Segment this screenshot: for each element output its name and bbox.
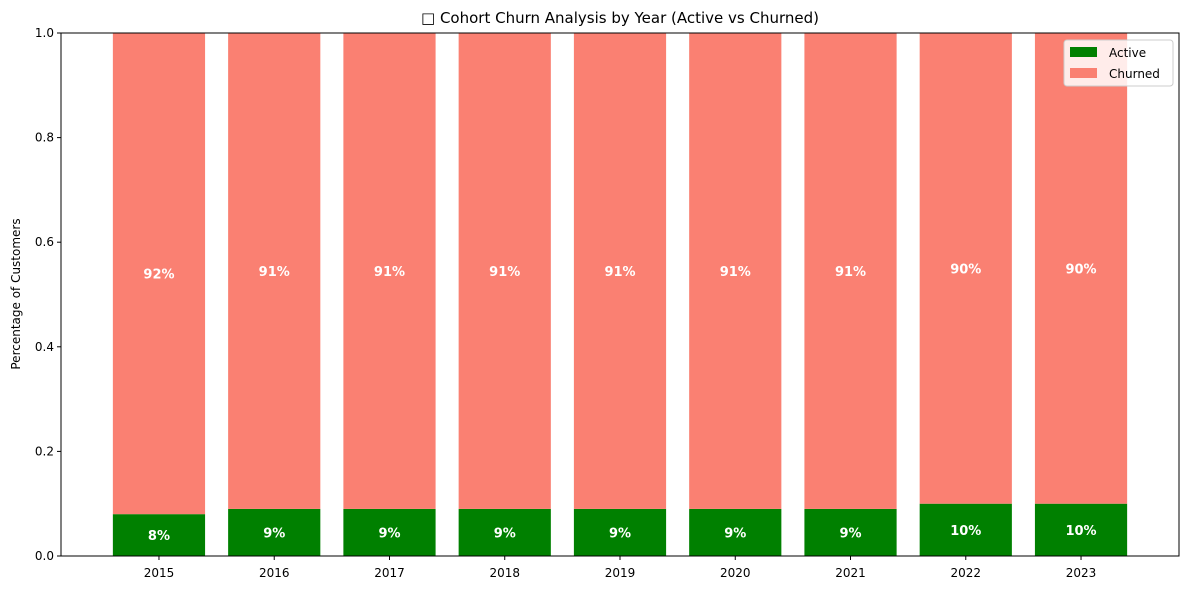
bar-label-active-2018: 9%	[494, 526, 516, 541]
bar-label-active-2015: 8%	[148, 529, 170, 544]
bar-active-2020	[689, 508, 782, 556]
x-tick-label-2021: 2021	[835, 566, 866, 580]
bar-churned-2018	[458, 33, 551, 509]
bar-label-active-2016: 9%	[263, 526, 285, 541]
bar-active-2019	[573, 508, 667, 556]
bar-churned-2017	[343, 33, 436, 509]
y-tick-label: 0.8	[35, 131, 54, 145]
x-tick-label-2023: 2023	[1066, 566, 1097, 580]
axes-group: 0.0 0.2 0.4 0.6 0.8 1.0 2015 2016 2017 2018 2019 20…	[35, 26, 1180, 580]
bar-label-churned-2018: 91%	[489, 265, 520, 280]
bar-label-churned-2021: 91%	[835, 265, 866, 280]
legend-label-active: Active	[1109, 46, 1146, 60]
y-tick-label: 1.0	[35, 26, 54, 40]
bar-churned-2023	[1034, 33, 1128, 504]
bar-label-churned-2023: 90%	[1065, 262, 1096, 277]
bar-churned-2016	[228, 33, 321, 509]
x-tick-label-2022: 2022	[950, 566, 981, 580]
bar-label-active-2021: 9%	[839, 526, 861, 541]
bar-label-active-2019: 9%	[609, 526, 631, 541]
bar-label-churned-2017: 91%	[374, 265, 405, 280]
bar-label-churned-2016: 91%	[259, 265, 290, 280]
bar-label-churned-2020: 91%	[720, 265, 751, 280]
x-tick-label-2020: 2020	[720, 566, 751, 580]
bar-label-churned-2015: 92%	[143, 268, 174, 283]
bar-active-2023	[1034, 503, 1128, 556]
bar-label-churned-2022: 90%	[950, 262, 981, 277]
legend-swatch-active	[1070, 47, 1097, 57]
bar-churned-2015	[112, 33, 206, 515]
x-tick-label-2015: 2015	[144, 566, 175, 580]
bar-churned-2020	[689, 33, 782, 509]
y-tick-label: 0.0	[35, 549, 54, 563]
legend-swatch-churned	[1070, 68, 1097, 78]
bar-churned-2021	[804, 33, 897, 509]
legend-label-churned: Churned	[1109, 67, 1160, 81]
x-tick-label-2018: 2018	[489, 566, 520, 580]
bar-label-active-2023: 10%	[1065, 524, 1096, 539]
y-tick-label: 0.6	[35, 235, 54, 249]
bar-active-2017	[343, 508, 436, 556]
bar-label-churned-2019: 91%	[604, 265, 635, 280]
bar-active-2022	[919, 503, 1012, 556]
bar-label-active-2017: 9%	[378, 526, 400, 541]
x-tick-label-2016: 2016	[259, 566, 290, 580]
y-tick-label: 0.2	[35, 444, 54, 458]
bar-active-2016	[228, 508, 321, 556]
legend: Active Churned	[1063, 39, 1174, 87]
bar-active-2015	[112, 514, 206, 556]
bar-churned-2019	[573, 33, 667, 509]
bar-label-active-2022: 10%	[950, 524, 981, 539]
y-axis-label: Percentage of Customers	[9, 218, 23, 369]
bars-group	[112, 33, 1128, 556]
bar-labels-group: 8% 92% 9% 91% 9% 91% 9% 91% 9% 91% 9% 91% 9% 91% 10% 90…	[143, 262, 1096, 544]
bar-churned-2022	[919, 33, 1012, 504]
x-tick-label-2017: 2017	[374, 566, 405, 580]
y-tick-label: 0.4	[35, 340, 54, 354]
bar-active-2018	[458, 508, 551, 556]
bar-label-active-2020: 9%	[724, 526, 746, 541]
chart-title: □ Cohort Churn Analysis by Year (Active …	[421, 9, 819, 27]
x-tick-label-2019: 2019	[605, 566, 636, 580]
bar-active-2021	[804, 508, 897, 556]
